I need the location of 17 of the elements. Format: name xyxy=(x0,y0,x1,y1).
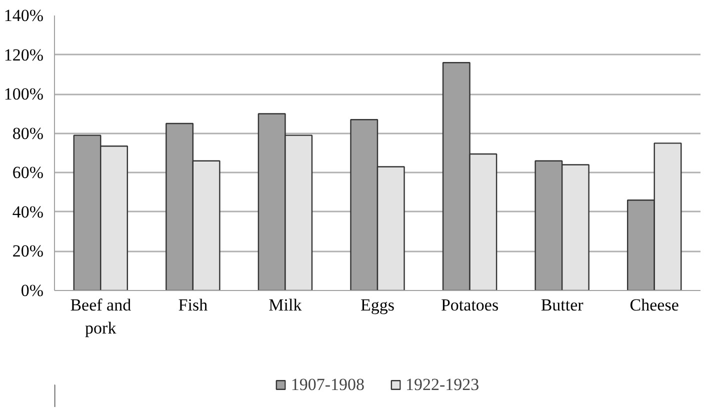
y-tick-label: 60% xyxy=(12,163,44,182)
y-tick-label: 40% xyxy=(12,202,44,222)
x-tick-label: Milk xyxy=(268,296,302,314)
y-tick-label: 120% xyxy=(4,45,44,64)
x-tick-label: Fish xyxy=(178,296,208,314)
x-tick-label: Butter xyxy=(540,296,584,314)
x-tick-label: Cheese xyxy=(630,296,679,314)
y-tick-label: 100% xyxy=(4,84,44,104)
legend-label: 1922-1923 xyxy=(406,374,480,394)
x-tick-label: Eggs xyxy=(360,296,394,314)
y-tick-label: 80% xyxy=(12,124,44,143)
legend-label: 1907-1908 xyxy=(290,374,364,394)
x-tick-label: Potatoes xyxy=(440,296,499,314)
y-tick-label: 0% xyxy=(20,281,44,300)
x-tick-label: Beef and pork xyxy=(70,296,132,338)
y-tick-label: 140% xyxy=(4,6,44,25)
y-tick-label: 20% xyxy=(12,242,44,261)
